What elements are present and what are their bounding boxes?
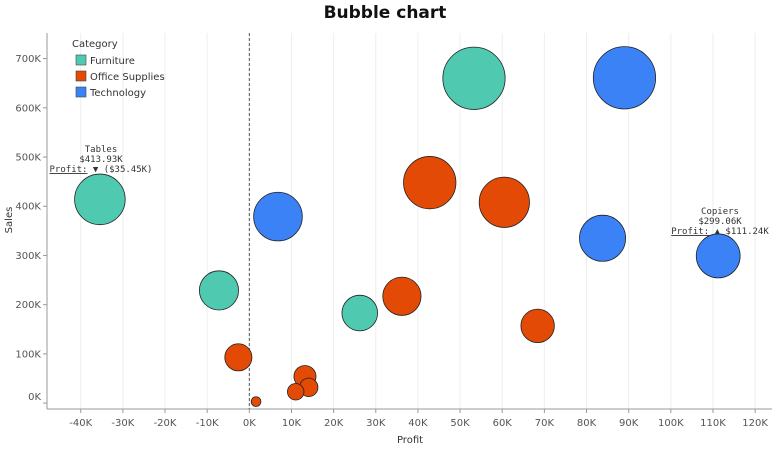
bubble-technology — [579, 214, 627, 262]
x-tick-label: -20K — [154, 418, 177, 429]
x-tick-label: 40K — [408, 418, 428, 429]
x-tick-label: 0K — [243, 418, 256, 429]
x-tick-label: 20K — [324, 418, 344, 429]
x-tick-label: 120K — [742, 418, 768, 429]
bubble-technology — [592, 46, 657, 110]
x-tick-label: 70K — [535, 418, 555, 429]
annotation-profit-label: Profit: — [50, 165, 88, 175]
y-tick-label: 100K — [15, 349, 41, 360]
bubble-office-supplies — [224, 343, 253, 372]
bubble-office-supplies — [287, 383, 305, 401]
axis-layer: -40K -30K -20K -10K 0K 10K 20K 30K 40K 50K 60K 70K 8… — [15, 33, 772, 429]
bubble-furniture — [442, 46, 506, 110]
grid-layer — [80, 33, 756, 409]
legend-swatch — [75, 54, 87, 66]
y-tick-label: 0K — [28, 392, 41, 403]
y-axis-label: Sales — [4, 207, 15, 234]
legend-title: Category — [72, 39, 118, 50]
x-tick-label: 100K — [658, 418, 684, 429]
bubble-furniture — [74, 173, 126, 226]
bubble-office-supplies — [382, 276, 422, 316]
chart-title: Bubble chart — [324, 3, 447, 23]
y-tick-label: 700K — [15, 54, 41, 65]
bubble-furniture — [198, 270, 239, 311]
legend-item-label: Furniture — [90, 56, 135, 67]
bubble-office-supplies — [250, 396, 262, 407]
x-axis-label: Profit — [397, 435, 423, 446]
x-tick-label: 80K — [577, 418, 597, 429]
bubble-furniture — [341, 294, 378, 332]
annotation-profit-label: Profit: — [671, 227, 709, 237]
y-tick-label: 200K — [15, 300, 41, 311]
legend-swatch — [75, 70, 87, 82]
bubble-layer — [74, 46, 741, 407]
x-tick-label: 30K — [366, 418, 386, 429]
bubble-office-supplies — [520, 308, 555, 343]
bubble-office-supplies — [478, 176, 530, 228]
annotation-value: $413.93K — [79, 155, 123, 165]
x-tick-label: -40K — [69, 418, 92, 429]
annotation-profit: Profit: ▲ $111.24K — [671, 227, 769, 237]
y-tick-label: 400K — [15, 202, 41, 213]
y-tick-label: 500K — [15, 153, 41, 164]
x-tick-label: 10K — [282, 418, 302, 429]
annotation-name: Tables — [85, 145, 118, 155]
y-tick-label: 300K — [15, 251, 41, 262]
x-tick-label: 50K — [450, 418, 470, 429]
legend-swatch — [75, 86, 87, 98]
annotation-value: $299.06K — [698, 217, 742, 227]
bubble-technology — [253, 191, 303, 242]
legend: Category Furniture Office Supplies Technolo… — [72, 39, 165, 99]
x-tick-label: 90K — [619, 418, 639, 429]
annotation-profit-value: ▲ $111.24K — [709, 227, 769, 237]
x-tick-label: -10K — [196, 418, 219, 429]
bubble-office-supplies — [403, 156, 457, 210]
annotation-profit-value: ▼ ($35.45K) — [87, 165, 152, 175]
annotation-profit: Profit: ▼ ($35.45K) — [50, 165, 153, 175]
legend-item-label: Office Supplies — [90, 72, 165, 83]
x-tick-label: 60K — [493, 418, 513, 429]
bubble-technology — [695, 233, 741, 279]
legend-item-label: Technology — [89, 88, 146, 99]
annotation-name: Copiers — [701, 207, 739, 217]
x-tick-label: -30K — [111, 418, 134, 429]
x-tick-label: 110K — [700, 418, 726, 429]
y-tick-label: 600K — [15, 103, 41, 114]
